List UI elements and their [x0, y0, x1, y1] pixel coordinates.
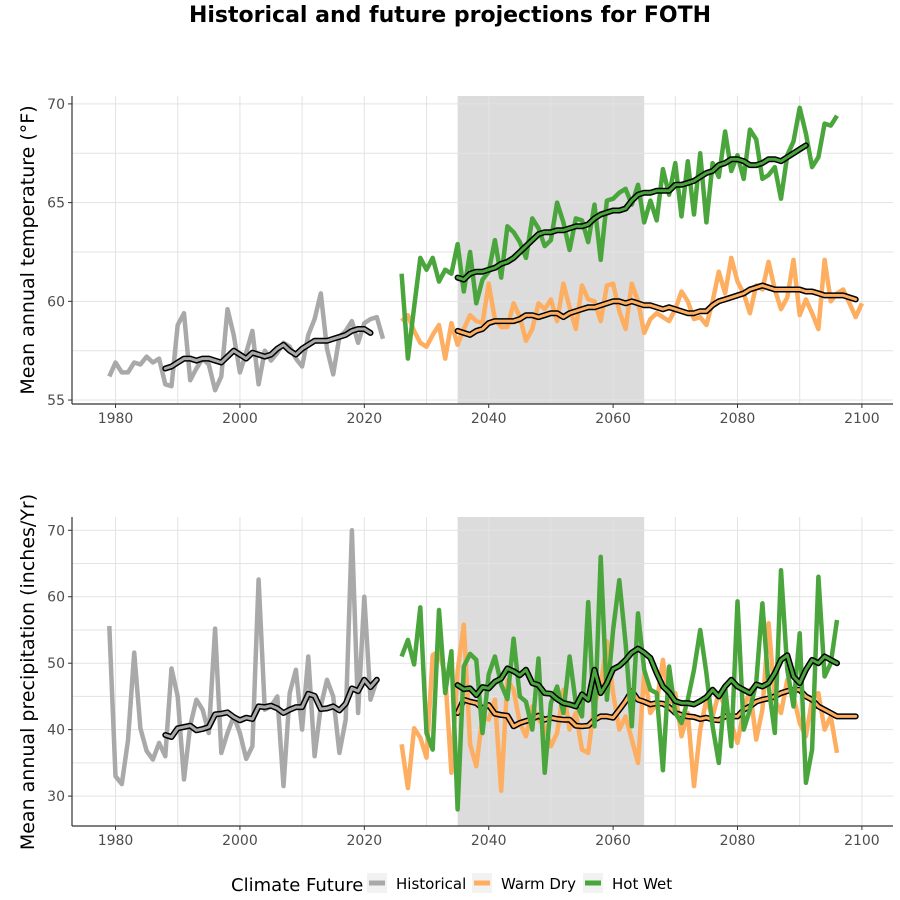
x-tick-label: 1980: [98, 411, 134, 427]
series-line-historical: [107, 528, 379, 789]
x-tick-label: 2040: [471, 833, 507, 849]
smoothed-line-hot_wet: [456, 143, 808, 282]
x-tick-label: 2100: [844, 833, 880, 849]
y-tick-label: 70: [47, 97, 65, 113]
y-axis-title: Mean annual temperature (°F): [17, 105, 39, 394]
x-tick-label: 1980: [98, 833, 134, 849]
legend-label: Hot Wet: [612, 875, 672, 893]
x-tick-label: 2000: [222, 411, 258, 427]
series-line-hot_wet: [399, 105, 839, 361]
y-tick-label: 40: [47, 723, 65, 739]
chart-title: Historical and future projections for FO…: [189, 3, 711, 28]
series-line-warm_dry: [399, 621, 840, 794]
series-line-historical: [107, 291, 386, 393]
legend: Climate Future Historical Warm Dry Hot Wet: [231, 873, 672, 896]
y-axis-title: Mean annual precipitation (inches/Yr): [17, 494, 39, 850]
legend-title: Climate Future: [231, 875, 363, 896]
x-tick-label: 2080: [720, 833, 756, 849]
legend-label: Warm Dry: [501, 875, 576, 893]
y-tick-label: 65: [47, 196, 65, 212]
smoothed-line-hot_wet: [456, 647, 839, 708]
smoothed-line-historical: [163, 678, 379, 739]
precipitation-panel: 30 40 50 60 70 1980 2000 2020 2040 2060 2080 2100 Me…: [17, 494, 893, 850]
legend-label: Historical: [396, 875, 466, 893]
temperature-panel: 55 60 65 70 1980 2000 2020 2040 2060 2080 2100 Mean…: [17, 96, 893, 427]
y-tick-label: 55: [47, 393, 65, 409]
smoothed-line-warm_dry: [456, 284, 858, 337]
x-tick-label: 2080: [720, 411, 756, 427]
series-line-warm_dry: [400, 255, 864, 361]
x-tick-label: 2100: [844, 411, 880, 427]
x-tick-label: 2020: [347, 411, 383, 427]
y-tick-label: 30: [47, 789, 65, 805]
x-tick-label: 2020: [347, 833, 383, 849]
y-tick-label: 60: [47, 294, 65, 310]
x-tick-label: 2040: [471, 411, 507, 427]
smoothed-line-historical: [163, 327, 372, 370]
y-tick-label: 50: [47, 656, 65, 672]
y-tick-label: 60: [47, 590, 65, 606]
x-tick-label: 2060: [595, 411, 631, 427]
x-tick-label: 2000: [222, 833, 258, 849]
x-tick-label: 2060: [595, 833, 631, 849]
y-tick-label: 70: [47, 523, 65, 539]
series-line-hot_wet: [399, 554, 840, 812]
